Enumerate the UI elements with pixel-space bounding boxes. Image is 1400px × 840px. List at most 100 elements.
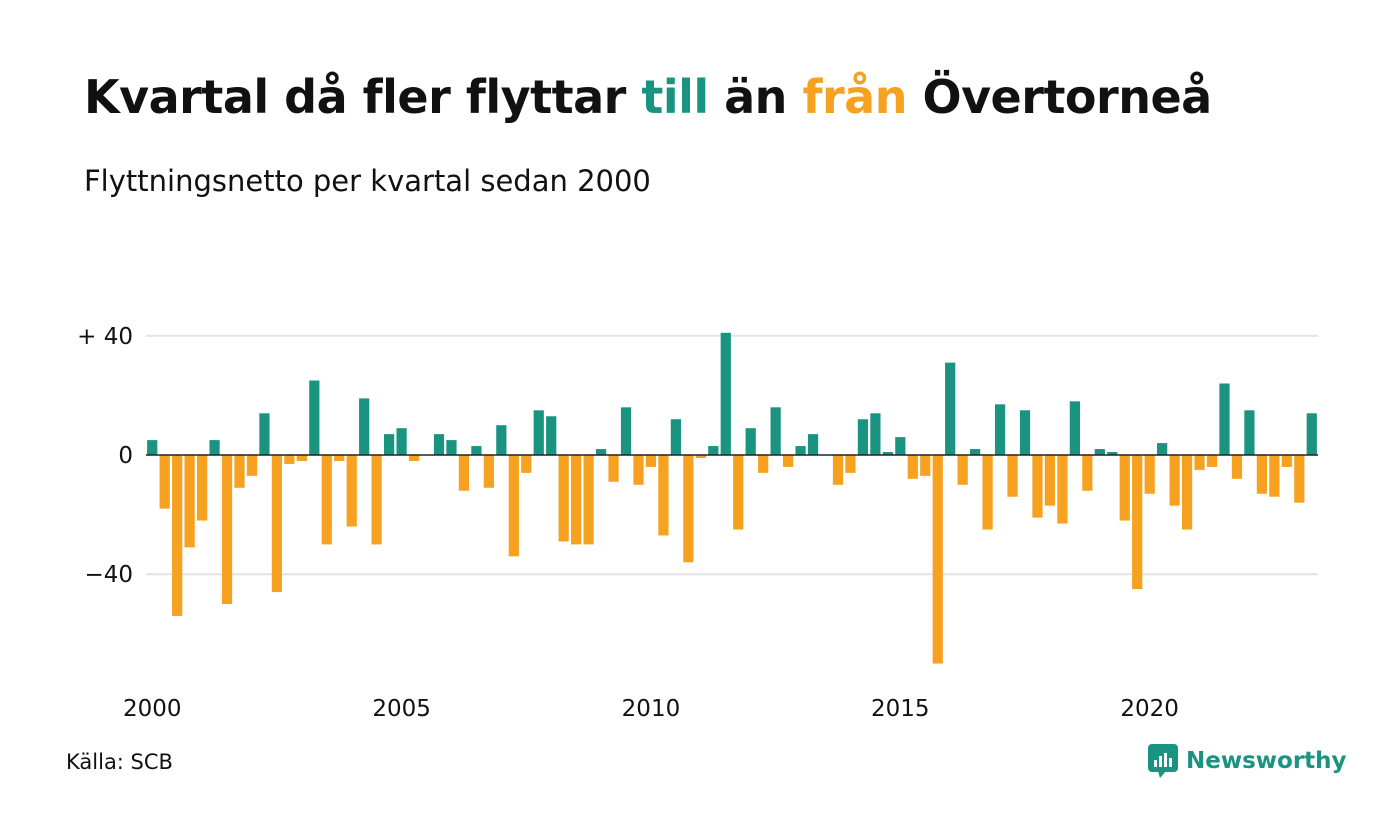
bar-2002-Q3 bbox=[271, 455, 283, 593]
bar-2004-Q2 bbox=[359, 398, 370, 455]
bar-2018-Q1 bbox=[1044, 455, 1056, 506]
bar-2007-Q2 bbox=[508, 455, 519, 557]
bar-2014-Q4 bbox=[882, 452, 893, 455]
x-tick-label: 2010 bbox=[622, 696, 681, 722]
bar-2015-Q3 bbox=[920, 455, 931, 476]
gridlines bbox=[146, 334, 1318, 576]
bar-2013-Q4 bbox=[832, 455, 844, 485]
bar-2022-Q2 bbox=[1256, 455, 1267, 494]
newsworthy-logo-icon bbox=[1148, 744, 1178, 778]
bar-2021-Q2 bbox=[1206, 455, 1218, 467]
bar-2012-Q2 bbox=[758, 455, 769, 473]
bar-2003-Q3 bbox=[321, 455, 332, 545]
bar-2007-Q3 bbox=[521, 455, 532, 473]
y-tick-label: 0 bbox=[118, 443, 133, 469]
bar-2017-Q3 bbox=[1019, 410, 1031, 455]
bar-2019-Q2 bbox=[1107, 452, 1118, 455]
bar-2000-Q2 bbox=[159, 455, 170, 509]
bar-2023-Q1 bbox=[1294, 455, 1305, 503]
bar-2018-Q4 bbox=[1082, 455, 1093, 491]
bar-2018-Q2 bbox=[1057, 455, 1068, 524]
bar-2015-Q4 bbox=[932, 455, 943, 664]
bar-2001-Q1 bbox=[196, 455, 208, 521]
bar-2000-Q3 bbox=[172, 455, 183, 616]
bar-2010-Q4 bbox=[683, 455, 694, 563]
bar-2019-Q1 bbox=[1094, 449, 1105, 455]
bar-2014-Q3 bbox=[870, 413, 881, 455]
bar-2011-Q1 bbox=[695, 455, 706, 458]
bar-2012-Q4 bbox=[782, 455, 794, 467]
bar-2007-Q1 bbox=[496, 425, 507, 455]
bar-2021-Q3 bbox=[1219, 383, 1230, 455]
bar-2016-Q2 bbox=[957, 455, 968, 485]
y-tick-label: + 40 bbox=[77, 324, 133, 350]
bar-2008-Q1 bbox=[546, 416, 557, 455]
bar-2020-Q3 bbox=[1169, 455, 1180, 506]
x-tick-label: 2005 bbox=[372, 696, 431, 722]
bar-2009-Q1 bbox=[595, 449, 607, 455]
bar-2011-Q2 bbox=[708, 446, 719, 455]
bar-2022-Q3 bbox=[1269, 455, 1280, 497]
bar-2016-Q3 bbox=[970, 449, 981, 455]
bar-2006-Q2 bbox=[458, 455, 470, 491]
bar-2009-Q2 bbox=[608, 455, 619, 482]
bar-2005-Q1 bbox=[396, 428, 407, 455]
bar-2018-Q3 bbox=[1069, 401, 1080, 455]
bar-2017-Q1 bbox=[994, 404, 1006, 455]
bar-2019-Q4 bbox=[1132, 455, 1143, 590]
newsworthy-logo: Newsworthy bbox=[1148, 744, 1347, 778]
bar-2001-Q2 bbox=[209, 440, 220, 455]
bar-2012-Q1 bbox=[745, 428, 756, 455]
bar-2010-Q2 bbox=[658, 455, 669, 536]
bar-2005-Q2 bbox=[408, 455, 420, 461]
x-tick-label: 2015 bbox=[871, 696, 930, 722]
bar-2017-Q4 bbox=[1032, 455, 1043, 518]
chart-subtitle: Flyttningsnetto per kvartal sedan 2000 bbox=[84, 164, 651, 198]
x-axis-ticks: 2000 2005 2010 2015 2020 bbox=[123, 696, 1179, 722]
bar-2021-Q1 bbox=[1194, 455, 1205, 470]
bar-2013-Q2 bbox=[807, 434, 819, 455]
bar-2011-Q4 bbox=[733, 455, 744, 530]
bar-2023-Q2 bbox=[1306, 413, 1317, 455]
bar-2010-Q1 bbox=[645, 455, 657, 467]
bar-2020-Q1 bbox=[1144, 455, 1155, 494]
bar-2008-Q4 bbox=[583, 455, 594, 545]
y-tick-label: −40 bbox=[84, 562, 133, 588]
bar-2022-Q1 bbox=[1244, 410, 1255, 455]
title-highlight-fran: från bbox=[802, 70, 907, 124]
bar-2006-Q1 bbox=[446, 440, 457, 455]
bar-2002-Q1 bbox=[246, 455, 258, 476]
bar-2000-Q1 bbox=[147, 440, 158, 455]
title-part-2: än bbox=[708, 70, 803, 124]
bar-2017-Q2 bbox=[1007, 455, 1018, 497]
x-tick-label: 2000 bbox=[123, 696, 182, 722]
bar-2002-Q2 bbox=[259, 413, 270, 455]
bar-2008-Q3 bbox=[571, 455, 582, 545]
y-axis-ticks: + 40 0 −40 bbox=[77, 324, 133, 588]
bar-2001-Q3 bbox=[221, 455, 233, 604]
bar-2020-Q2 bbox=[1157, 443, 1168, 455]
bar-2013-Q1 bbox=[795, 446, 806, 455]
chart-title: Kvartal då fler flyttar till än från Öve… bbox=[84, 70, 1212, 124]
bar-2005-Q4 bbox=[433, 434, 445, 455]
bar-2008-Q2 bbox=[558, 455, 569, 542]
bar-2021-Q4 bbox=[1231, 455, 1243, 479]
bar-2007-Q4 bbox=[533, 410, 544, 455]
bar-2001-Q4 bbox=[234, 455, 245, 488]
bar-2019-Q3 bbox=[1119, 455, 1130, 521]
bar-2014-Q2 bbox=[857, 419, 869, 455]
bar-2000-Q4 bbox=[184, 455, 195, 548]
bar-2003-Q2 bbox=[309, 380, 320, 455]
bar-2011-Q3 bbox=[720, 332, 731, 455]
bar-2009-Q3 bbox=[620, 407, 632, 455]
bar-2014-Q1 bbox=[845, 455, 856, 473]
bar-2004-Q3 bbox=[371, 455, 382, 545]
bar-2002-Q4 bbox=[284, 455, 295, 464]
bar-2009-Q4 bbox=[633, 455, 644, 485]
bar-2006-Q4 bbox=[483, 455, 494, 488]
newsworthy-logo-text: Newsworthy bbox=[1186, 748, 1347, 774]
bar-2004-Q4 bbox=[384, 434, 395, 455]
bar-2003-Q4 bbox=[334, 455, 345, 461]
bar-2010-Q3 bbox=[670, 419, 681, 455]
bar-2015-Q2 bbox=[907, 455, 918, 479]
